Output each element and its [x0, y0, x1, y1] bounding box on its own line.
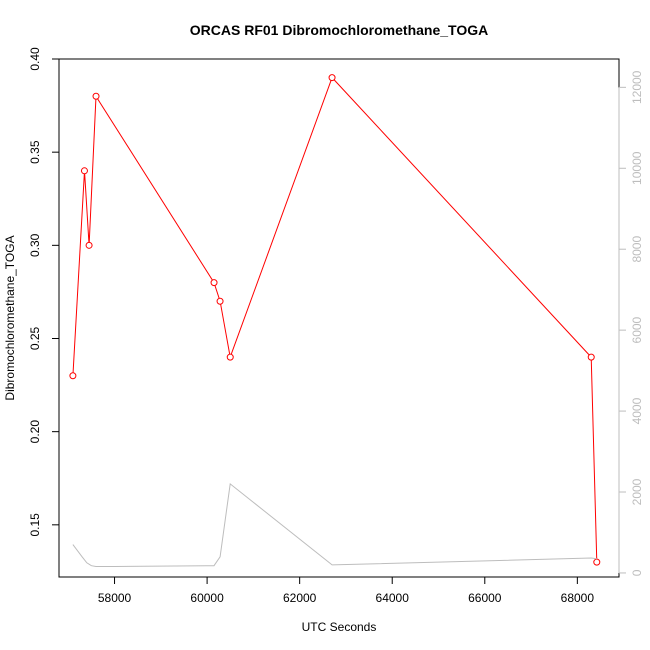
- bottom-tick-label: 66000: [468, 591, 502, 605]
- data-point: [85, 241, 93, 249]
- data-point: [92, 92, 100, 100]
- left-tick-label: 0.25: [28, 326, 42, 350]
- bottom-tick-label: 68000: [561, 591, 595, 605]
- bottom-tick-label: 64000: [376, 591, 410, 605]
- left-tick-label: 0.40: [28, 47, 42, 71]
- x-axis-title: UTC Seconds: [302, 620, 377, 634]
- left-tick-label: 0.15: [28, 513, 42, 537]
- bottom-tick-label: 60000: [190, 591, 224, 605]
- plot-frame: [58, 58, 620, 578]
- data-point: [587, 353, 595, 361]
- right-tick-label: 2000: [630, 478, 644, 505]
- bottom-tick-label: 58000: [98, 591, 132, 605]
- left-axis: 0.15 0.20 0.25 0.30 0.35 0.40: [28, 47, 60, 537]
- left-axis-series-line: [72, 76, 598, 563]
- bottom-axis: 58000 60000 62000 64000 66000 68000: [98, 576, 595, 605]
- right-axis-series-line: [72, 482, 597, 567]
- left-tick-label: 0.30: [28, 233, 42, 257]
- series-layer: [69, 74, 601, 567]
- left-tick-label: 0.35: [28, 140, 42, 164]
- chart-title: ORCAS RF01 Dibromochloromethane_TOGA: [190, 22, 488, 38]
- data-point: [593, 558, 601, 566]
- right-tick-label: 0: [630, 569, 644, 576]
- bottom-tick-label: 62000: [283, 591, 317, 605]
- right-tick-label: 12000: [630, 70, 644, 104]
- right-tick-label: 10000: [630, 151, 644, 185]
- data-point: [226, 353, 234, 361]
- data-point: [210, 279, 218, 287]
- left-tick-label: 0.20: [28, 420, 42, 444]
- right-axis: 0 2000 4000 6000 8000 10000 12000: [618, 70, 644, 576]
- data-point: [69, 372, 77, 380]
- right-tick-label: 8000: [630, 236, 644, 263]
- data-point: [80, 167, 88, 175]
- right-tick-label: 6000: [630, 316, 644, 343]
- right-tick-label: 4000: [630, 397, 644, 424]
- data-point: [328, 74, 336, 82]
- y-axis-title: Dibromochloromethane_TOGA: [3, 235, 17, 400]
- data-point: [216, 297, 224, 305]
